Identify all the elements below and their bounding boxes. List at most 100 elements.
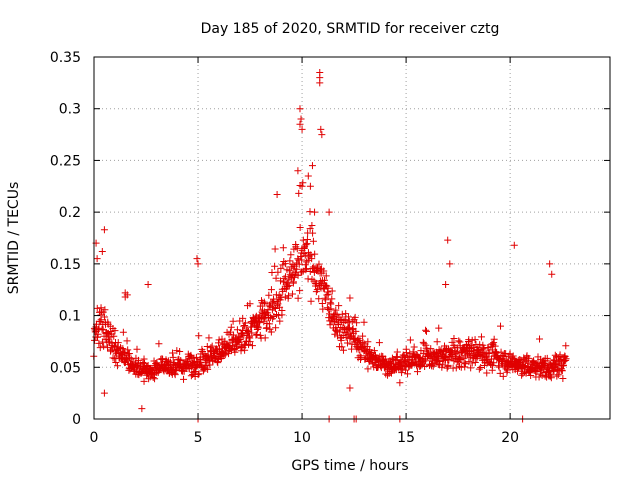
- data-point: [455, 362, 463, 370]
- data-point: [527, 372, 535, 380]
- data-point: [543, 354, 551, 362]
- x-tick-label: 15: [397, 430, 415, 446]
- data-point: [271, 245, 279, 253]
- data-point: [433, 357, 441, 365]
- data-point: [309, 237, 317, 245]
- data-point: [311, 250, 319, 258]
- data-point: [171, 371, 179, 379]
- data-point: [298, 182, 306, 190]
- data-point: [322, 272, 330, 280]
- y-tick-label: 0.35: [50, 50, 81, 66]
- data-point: [340, 315, 348, 323]
- data-point: [535, 373, 543, 381]
- data-point: [319, 305, 327, 313]
- data-point: [406, 349, 414, 357]
- data-point: [121, 293, 129, 301]
- data-point: [304, 256, 312, 264]
- data-point: [274, 300, 282, 308]
- data-point: [316, 79, 324, 87]
- grid: [94, 57, 610, 419]
- data-point: [270, 297, 278, 305]
- data-point: [421, 363, 429, 371]
- data-point: [285, 267, 293, 275]
- x-tick-labels: 0 5 10 15 20: [90, 430, 520, 446]
- data-point: [422, 327, 430, 335]
- data-point: [101, 306, 109, 314]
- data-point: [403, 349, 411, 357]
- y-tick-label: 0: [72, 412, 81, 428]
- data-point: [477, 333, 485, 341]
- data-point: [433, 338, 441, 346]
- data-point: [490, 339, 498, 347]
- data-point: [384, 371, 392, 379]
- data-point: [126, 354, 134, 362]
- data-point: [193, 255, 201, 263]
- data-point: [95, 324, 103, 332]
- data-point: [293, 265, 301, 273]
- data-point: [240, 322, 248, 330]
- data-point: [364, 365, 372, 373]
- data-point: [138, 405, 146, 413]
- data-point: [351, 313, 359, 321]
- data-point: [94, 333, 102, 341]
- data-point: [344, 319, 352, 327]
- data-point: [225, 350, 233, 358]
- x-axis-label: GPS time / hours: [291, 458, 408, 474]
- data-point: [499, 372, 507, 380]
- data-point: [465, 336, 473, 344]
- data-point: [254, 324, 262, 332]
- data-point: [298, 268, 306, 276]
- data-point: [176, 347, 184, 355]
- data-point: [296, 224, 304, 232]
- data-point: [98, 325, 106, 333]
- data-point: [273, 191, 281, 199]
- data-point: [427, 345, 435, 353]
- data-point: [346, 294, 354, 302]
- data-point: [547, 374, 555, 382]
- data-point: [460, 359, 468, 367]
- data-point: [324, 284, 332, 292]
- data-point: [306, 182, 314, 190]
- data-point: [112, 358, 120, 366]
- data-point: [364, 338, 372, 346]
- data-point: [98, 247, 106, 255]
- data-point: [261, 300, 269, 308]
- data-point: [302, 265, 310, 273]
- data-point: [444, 361, 452, 369]
- data-point: [206, 361, 214, 369]
- data-point: [271, 262, 279, 270]
- data-point: [113, 362, 121, 370]
- data-point: [295, 260, 303, 268]
- data-point: [326, 321, 334, 329]
- data-point: [328, 295, 336, 303]
- data-point: [155, 340, 163, 348]
- data-point: [272, 274, 280, 282]
- data-point: [227, 323, 235, 331]
- data-point: [336, 328, 344, 336]
- data-point: [286, 257, 294, 265]
- x-tick-label: 20: [501, 430, 519, 446]
- data-point: [479, 345, 487, 353]
- data-point: [91, 336, 99, 344]
- data-point: [311, 208, 319, 216]
- data-point: [299, 179, 307, 187]
- data-point: [323, 291, 331, 299]
- data-point: [274, 268, 282, 276]
- data-point: [214, 359, 222, 367]
- data-point: [306, 225, 314, 233]
- data-point: [382, 370, 390, 378]
- data-point: [265, 291, 273, 299]
- data-point: [292, 241, 300, 249]
- data-point: [324, 290, 332, 298]
- data-point: [256, 302, 264, 310]
- data-point: [497, 348, 505, 356]
- data-point: [387, 369, 395, 377]
- data-point: [308, 222, 316, 230]
- data-point: [111, 327, 119, 335]
- data-point: [236, 336, 244, 344]
- data-point: [133, 345, 141, 353]
- data-point: [215, 336, 223, 344]
- y-axis-label: SRMTID / TECUs: [6, 182, 22, 295]
- data-point: [422, 326, 430, 334]
- data-point: [192, 353, 200, 361]
